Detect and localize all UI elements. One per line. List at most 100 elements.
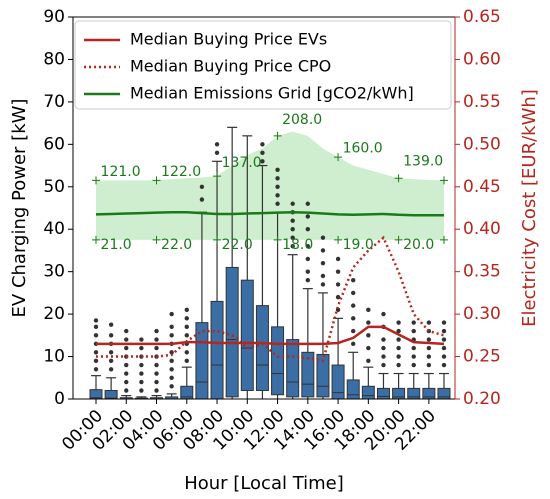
flier (290, 201, 295, 206)
flier (320, 235, 326, 240)
flier (305, 269, 311, 274)
flier (426, 354, 432, 359)
flier (199, 184, 205, 189)
flier (154, 328, 159, 334)
flier (199, 197, 205, 202)
flier (381, 337, 386, 342)
flier (124, 388, 129, 393)
flier (351, 290, 356, 296)
flier (320, 273, 326, 279)
flier (396, 345, 401, 351)
flier (184, 350, 189, 355)
series-line (95, 210, 444, 217)
flier (366, 320, 371, 325)
y2-tick-label: 0.55 (463, 92, 501, 112)
flier (169, 367, 174, 372)
y-tick-label: 30 (43, 262, 65, 282)
flier (154, 362, 159, 368)
flier (381, 311, 386, 317)
flier (124, 379, 129, 385)
y-tick-label: 0 (54, 389, 65, 409)
flier (260, 142, 265, 147)
series-line (96, 325, 445, 346)
flier (351, 328, 356, 334)
flier (108, 367, 114, 372)
flier (124, 371, 129, 376)
flier (184, 316, 189, 321)
flier (396, 320, 401, 325)
flier (214, 142, 220, 147)
emissions-band (96, 131, 444, 240)
flier (169, 375, 174, 380)
annotation: 137.0 (222, 155, 262, 171)
flier (108, 358, 114, 363)
flier (305, 227, 311, 232)
flier (214, 150, 220, 156)
flier (169, 350, 174, 355)
box (255, 305, 269, 392)
band-marker (334, 153, 343, 162)
flier (275, 184, 280, 189)
flier (275, 167, 280, 172)
y-tick-label: 90 (43, 7, 65, 27)
flier (441, 354, 447, 359)
flier (290, 235, 295, 240)
flier (275, 193, 280, 198)
flier (169, 358, 174, 363)
flier (154, 337, 159, 342)
box (407, 387, 421, 400)
flier (139, 345, 144, 351)
flier (335, 269, 341, 274)
box (361, 385, 375, 400)
box (271, 326, 285, 396)
y2-axis-label: Electricity Cost [EUR/kWh] (519, 89, 540, 327)
annotation: 18.0 (282, 237, 313, 253)
flier (426, 320, 432, 325)
legend-label: Median Emissions Grid [gCO2/kWh] (130, 84, 414, 103)
flier (366, 345, 371, 351)
y2-tick-label: 0.30 (463, 304, 501, 324)
flier (169, 333, 174, 338)
flier (93, 358, 99, 363)
annotation: 20.0 (403, 237, 434, 253)
y-tick-label: 50 (43, 177, 65, 197)
flier (396, 362, 401, 368)
flier (396, 328, 401, 334)
flier (335, 294, 341, 300)
flier (139, 337, 144, 342)
legend-label: Median Buying Price EVs (130, 30, 327, 49)
flier (154, 388, 159, 393)
band-marker (213, 235, 222, 244)
flier (426, 337, 432, 342)
flier (184, 307, 189, 313)
flier (305, 201, 311, 206)
flier (169, 311, 174, 317)
series-line (96, 235, 445, 363)
flier (351, 316, 356, 321)
box (392, 387, 406, 400)
flier (93, 367, 99, 372)
flier (396, 354, 401, 359)
flier (381, 345, 386, 351)
flier (124, 328, 129, 334)
y-tick-label: 80 (43, 49, 65, 69)
flier (184, 333, 189, 338)
box (331, 364, 345, 400)
y2-tick-label: 0.45 (463, 177, 501, 197)
flier (411, 328, 416, 334)
y2-tick-label: 0.65 (463, 7, 501, 27)
flier (320, 248, 326, 253)
flier (93, 350, 99, 355)
flier (396, 337, 401, 342)
annotation: 122.0 (161, 164, 201, 180)
flier (184, 324, 189, 330)
band-marker (213, 172, 222, 181)
box (286, 339, 300, 398)
box (240, 279, 254, 392)
flier (351, 277, 356, 283)
flier (441, 320, 447, 325)
flier (108, 322, 114, 327)
y-tick-label: 40 (43, 219, 65, 239)
box (195, 322, 209, 400)
